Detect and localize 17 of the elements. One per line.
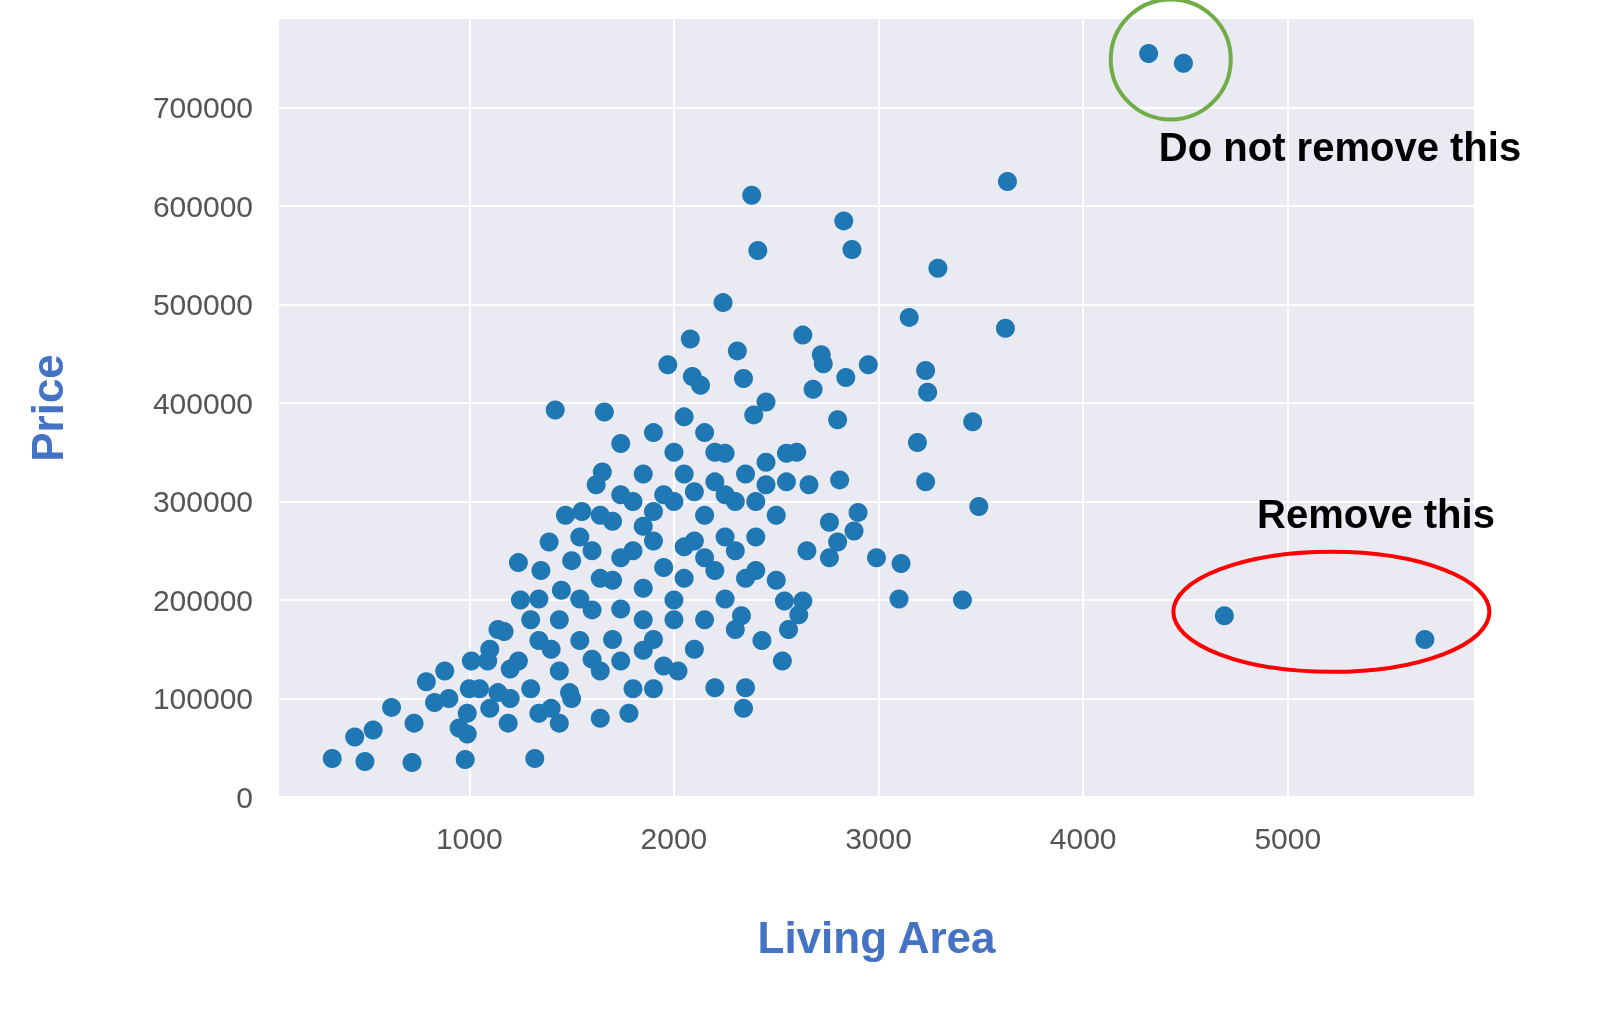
y-tick-label: 300000 [152,485,253,519]
y-tick-label: 200000 [152,583,253,617]
y-tick-label: 100000 [152,682,253,716]
annotation: Remove this [1257,492,1495,536]
annotation: Do not remove this [1158,125,1522,169]
x-tick-label: 2000 [640,821,708,855]
x-axis-title: Living Area [757,912,997,962]
x-tick-label: 4000 [1049,821,1117,855]
y-tick-label: 700000 [152,91,253,125]
y-tick-label: 500000 [152,288,253,322]
y-tick-label: 400000 [152,386,253,420]
y-tick-label: 600000 [152,189,253,223]
x-tick-label: 5000 [1254,821,1322,855]
y-axis-title: Price [22,354,72,462]
y-tick-label: 0 [236,780,253,814]
x-tick-label: 1000 [435,821,503,855]
x-tick-label: 3000 [845,821,912,855]
